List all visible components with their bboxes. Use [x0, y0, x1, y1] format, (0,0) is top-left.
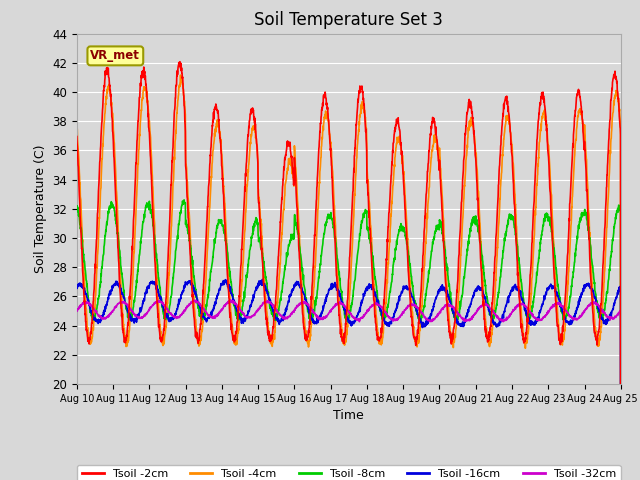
Y-axis label: Soil Temperature (C): Soil Temperature (C): [33, 144, 47, 273]
X-axis label: Time: Time: [333, 409, 364, 422]
Legend: Tsoil -2cm, Tsoil -4cm, Tsoil -8cm, Tsoil -16cm, Tsoil -32cm: Tsoil -2cm, Tsoil -4cm, Tsoil -8cm, Tsoi…: [77, 465, 621, 480]
Title: Soil Temperature Set 3: Soil Temperature Set 3: [254, 11, 444, 29]
Text: VR_met: VR_met: [90, 49, 140, 62]
